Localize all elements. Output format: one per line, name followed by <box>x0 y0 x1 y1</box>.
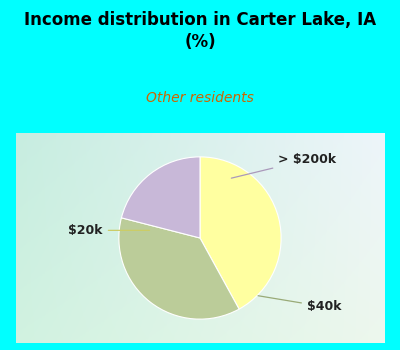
Text: Income distribution in Carter Lake, IA
(%): Income distribution in Carter Lake, IA (… <box>24 10 376 51</box>
Text: > $200k: > $200k <box>231 153 336 178</box>
Text: $20k: $20k <box>68 224 150 237</box>
Wedge shape <box>122 157 200 238</box>
Wedge shape <box>119 218 239 319</box>
Text: Other residents: Other residents <box>146 91 254 105</box>
Wedge shape <box>200 157 281 309</box>
Text: $40k: $40k <box>258 296 342 313</box>
